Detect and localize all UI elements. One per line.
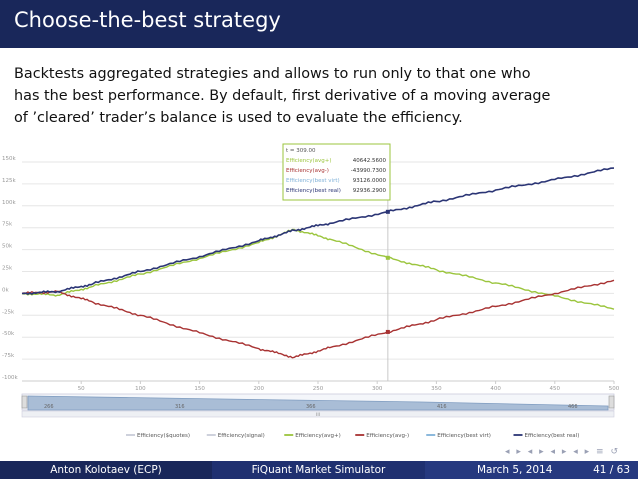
body-line: of ’cleared’ trader’s balance is used to…	[14, 110, 463, 126]
slide-body: Backtests aggregated strategies and allo…	[14, 63, 626, 129]
y-tick-label: 125k	[2, 178, 16, 184]
tooltip-series-value: -43990.7300	[351, 168, 387, 174]
series-line-efficiency-avg-	[21, 279, 615, 359]
navigator-scrollbar-grip: III	[316, 412, 320, 418]
tooltip-series-value: 40642.5600	[353, 158, 387, 164]
series-line-efficiency-best-virt-	[22, 167, 615, 296]
x-tick-label: 300	[372, 386, 383, 392]
x-tick-label: 250	[313, 386, 324, 392]
legend-label: Efficiency(best virt)	[437, 433, 491, 439]
tooltip-series-label: Efficiency(best real)	[286, 188, 341, 194]
x-tick-label: 450	[550, 386, 561, 392]
x-tick-label: 500	[609, 386, 620, 392]
tooltip-time: t = 309.00	[286, 148, 316, 154]
y-tick-label: -100k	[2, 375, 18, 381]
navigator-tick-label: 366	[306, 404, 316, 410]
legend-label: Efficiency(best real)	[525, 433, 580, 439]
slide-footer: Anton Kolotaev (ECP) FiQuant Market Simu…	[0, 461, 638, 479]
y-tick-label: 100k	[2, 200, 16, 206]
y-tick-label: -50k	[2, 331, 15, 337]
navigator-tick-label: 316	[175, 404, 185, 410]
crosshair-marker	[385, 209, 390, 214]
y-tick-label: 150k	[2, 156, 16, 162]
body-line: Backtests aggregated strategies and allo…	[14, 66, 531, 82]
x-tick-label: 50	[78, 386, 85, 392]
footer-title: FiQuant Market Simulator	[212, 461, 425, 479]
crosshair-marker	[385, 329, 390, 334]
footer-author: Anton Kolotaev (ECP)	[0, 461, 212, 479]
footer-date: March 5, 2014	[477, 464, 553, 476]
navigator-tick-label: 416	[437, 404, 447, 410]
footer-page-number: 41 / 63	[593, 464, 630, 476]
x-tick-label: 400	[490, 386, 501, 392]
tooltip-series-value: 93126.0000	[353, 178, 387, 184]
tooltip-series-label: Efficiency(best virt)	[286, 178, 340, 184]
slide-title-bar: Choose-the-best strategy	[0, 0, 638, 48]
y-tick-label: 75k	[2, 222, 13, 228]
legend-label: Efficiency($quotes)	[137, 433, 190, 439]
navigator-scrollbar	[21, 410, 615, 418]
crosshair-tooltip	[282, 143, 391, 201]
beamer-nav-icons[interactable]: ◂ ▸ ◂ ▸ ◂ ▸ ◂ ▸ ≡ ↺	[505, 447, 620, 457]
navigator-area	[27, 395, 609, 411]
legend-label: Efficiency(avg+)	[295, 433, 341, 439]
y-tick-label: -25k	[2, 309, 15, 315]
footer-right: March 5, 2014 41 / 63	[425, 461, 638, 479]
navigator-tick-label: 466	[568, 404, 578, 410]
legend-label: Efficiency(signal)	[218, 433, 265, 439]
y-tick-label: 25k	[2, 266, 13, 272]
tooltip-series-label: Efficiency(avg+)	[286, 158, 332, 164]
navigator-left-handle	[21, 395, 28, 409]
y-tick-label: 50k	[2, 244, 13, 250]
navigator-tick-label: 266	[44, 404, 54, 410]
slide-title: Choose-the-best strategy	[14, 8, 281, 32]
tooltip-series-label: Efficiency(avg-)	[286, 168, 329, 174]
body-line: has the best performance. By default, fi…	[14, 88, 551, 104]
series-line-efficiency-avg-	[21, 228, 615, 310]
crosshair-marker	[385, 255, 390, 260]
legend-label: Efficiency(avg-)	[366, 433, 409, 439]
x-tick-label: 150	[194, 386, 205, 392]
tooltip-series-value: 92936.2900	[353, 188, 387, 194]
y-tick-label: 0k	[2, 287, 9, 293]
x-tick-label: 350	[431, 386, 442, 392]
efficiency-chart[interactable]: 150k 125k 100k 75k 50k 25k 0k -25k -50k -75k -100k…	[0, 140, 638, 446]
x-tick-label: 100	[135, 386, 146, 392]
y-tick-label: -75k	[2, 353, 15, 359]
x-tick-label: 200	[254, 386, 265, 392]
navigator-right-handle	[608, 395, 615, 409]
